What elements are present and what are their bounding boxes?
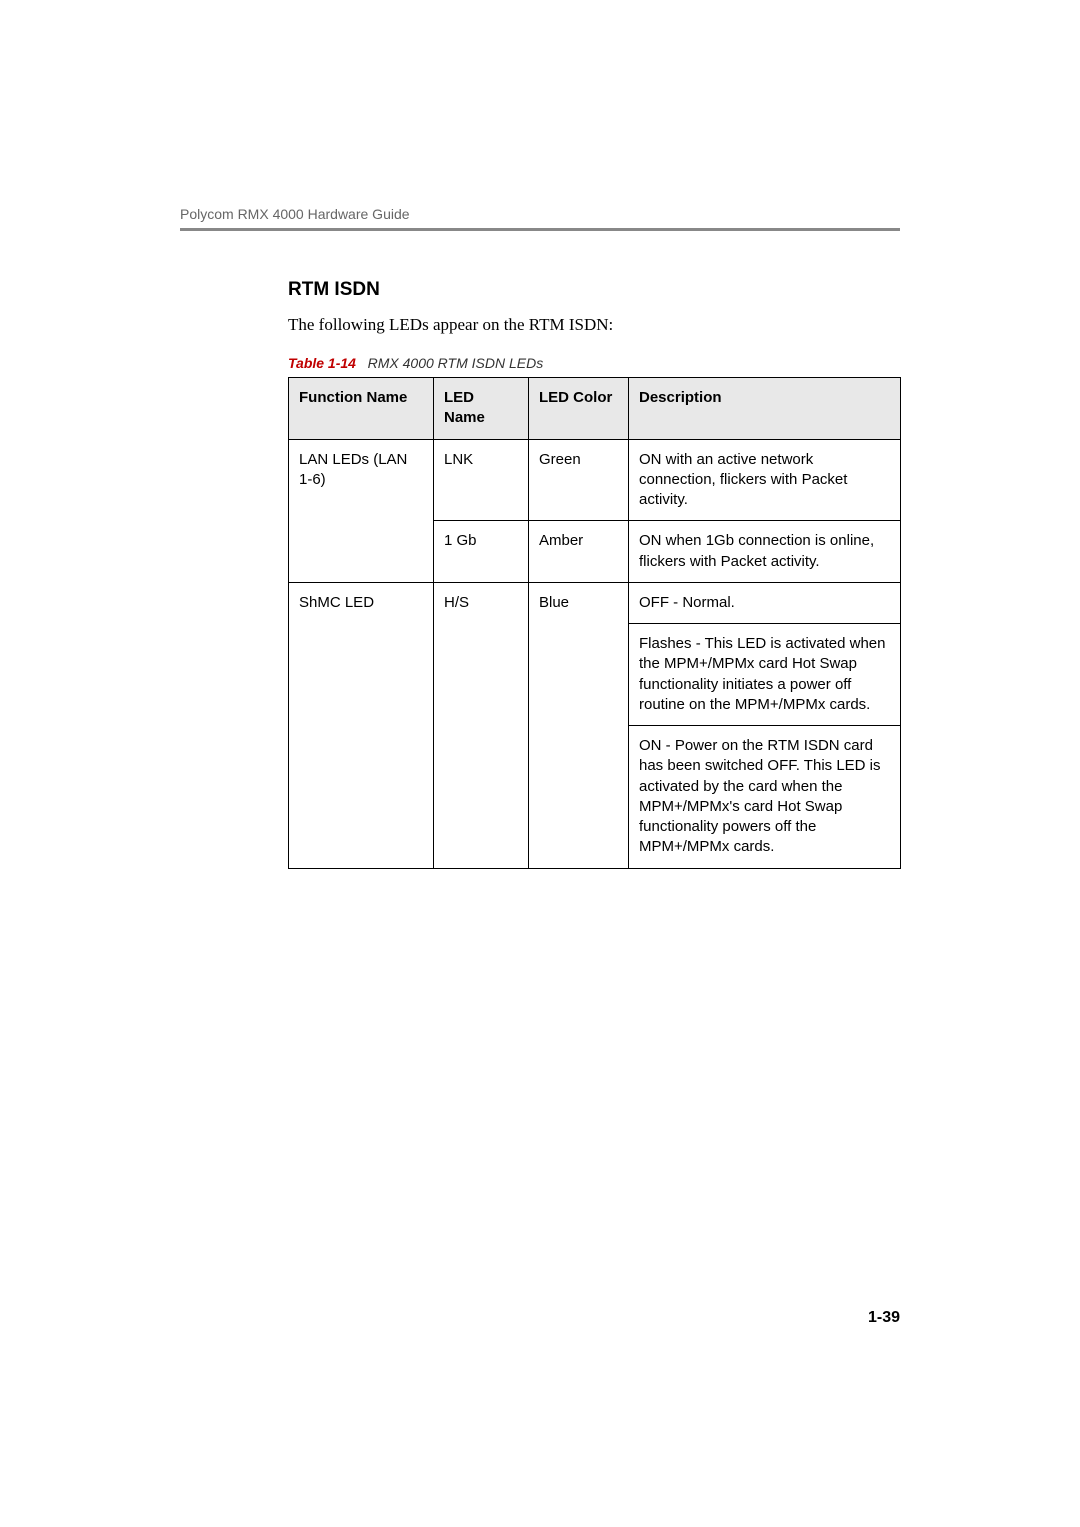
- cell-ledname: H/S: [434, 582, 529, 868]
- page-container: Polycom RMX 4000 Hardware Guide RTM ISDN…: [0, 0, 1080, 869]
- table-header-row: Function Name LED Name LED Color Descrip…: [289, 378, 901, 440]
- cell-description: OFF - Normal.: [629, 582, 901, 623]
- page-number: 1-39: [868, 1309, 900, 1327]
- cell-description: ON when 1Gb connection is online, flicke…: [629, 521, 901, 583]
- table-caption: Table 1-14 RMX 4000 RTM ISDN LEDs: [288, 355, 900, 371]
- cell-function: ShMC LED: [289, 582, 434, 868]
- content-area: RTM ISDN The following LEDs appear on th…: [288, 279, 900, 869]
- col-header-description: Description: [629, 378, 901, 440]
- cell-description: ON with an active network connection, fl…: [629, 439, 901, 521]
- cell-function: LAN LEDs (LAN 1-6): [289, 439, 434, 582]
- caption-text: RMX 4000 RTM ISDN LEDs: [368, 355, 544, 371]
- intro-text: The following LEDs appear on the RTM ISD…: [288, 315, 900, 335]
- col-header-ledcolor: LED Color: [529, 378, 629, 440]
- table-row: ShMC LED H/S Blue OFF - Normal.: [289, 582, 901, 623]
- doc-header: Polycom RMX 4000 Hardware Guide: [180, 206, 900, 222]
- cell-description: ON - Power on the RTM ISDN card has been…: [629, 726, 901, 869]
- section-title: RTM ISDN: [288, 279, 900, 301]
- cell-ledcolor: Blue: [529, 582, 629, 868]
- table-row: LAN LEDs (LAN 1-6) LNK Green ON with an …: [289, 439, 901, 521]
- cell-ledname: 1 Gb: [434, 521, 529, 583]
- cell-description: Flashes - This LED is activated when the…: [629, 624, 901, 726]
- cell-ledcolor: Amber: [529, 521, 629, 583]
- col-header-ledname: LED Name: [434, 378, 529, 440]
- col-header-function: Function Name: [289, 378, 434, 440]
- header-rule: [180, 228, 900, 231]
- led-table: Function Name LED Name LED Color Descrip…: [288, 377, 901, 869]
- caption-label: Table 1-14: [288, 355, 356, 371]
- cell-ledcolor: Green: [529, 439, 629, 521]
- cell-ledname: LNK: [434, 439, 529, 521]
